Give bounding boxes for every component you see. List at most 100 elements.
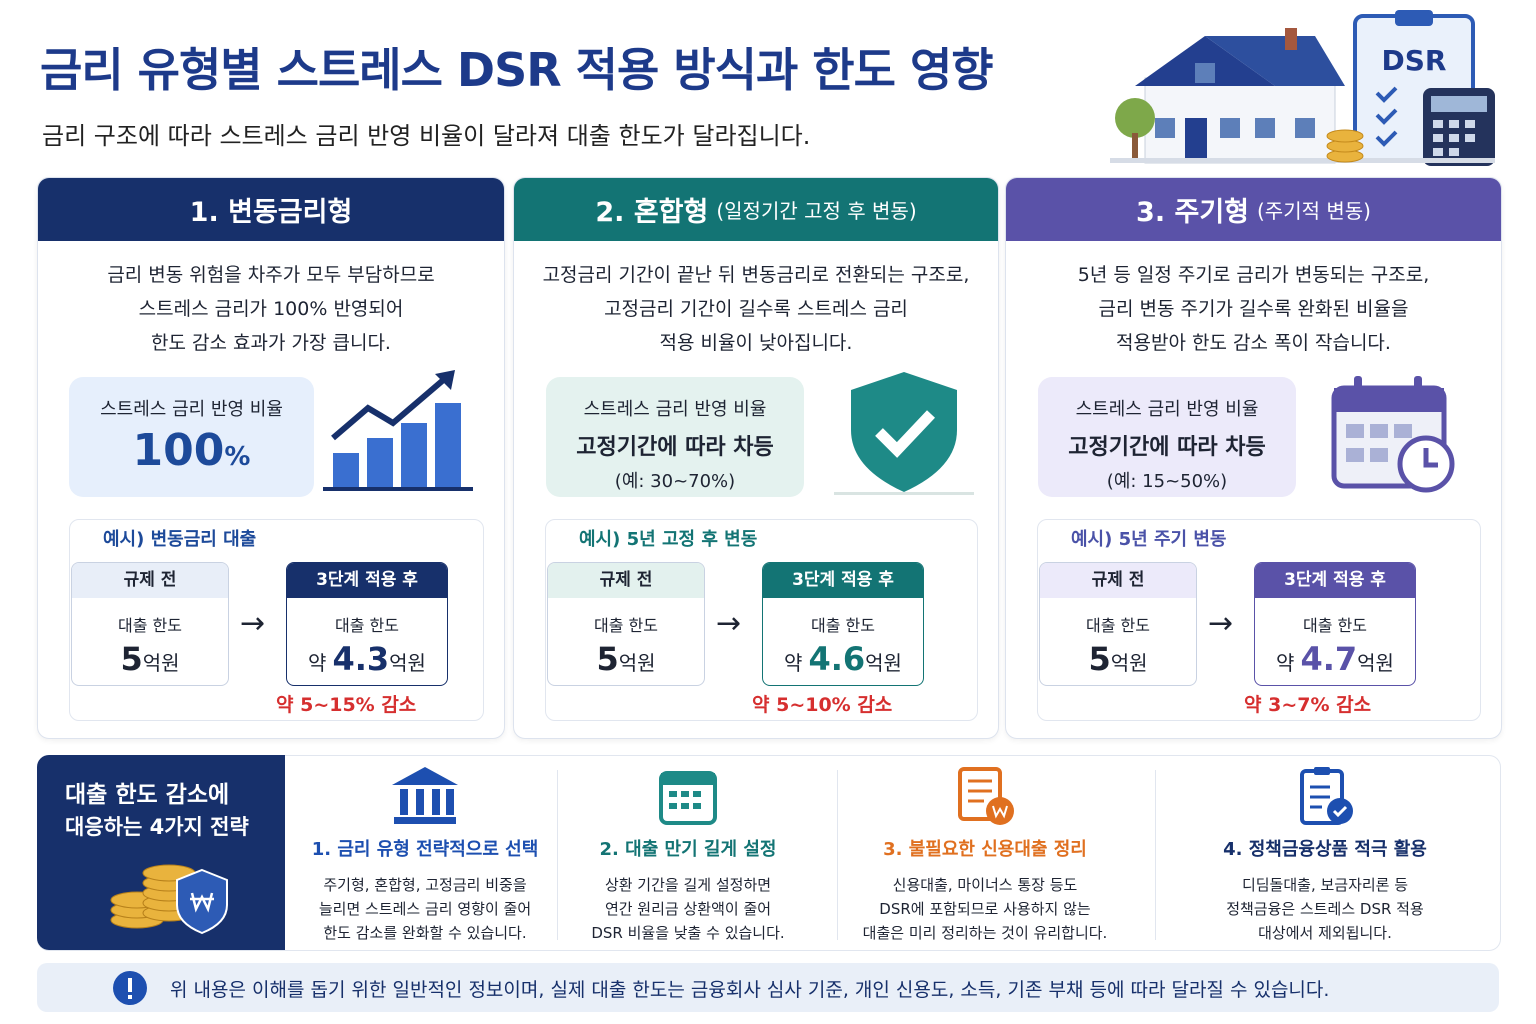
strategy-item-line: 신용대출, 마이너스 통장 등도 [892, 876, 1078, 894]
after-tag: 3단계 적용 후 [763, 563, 923, 598]
separator [1155, 770, 1156, 940]
strategy-item-line: DSR에 포함되므로 사용하지 않는 [879, 900, 1091, 918]
strategy-title: 대출 한도 감소에 [65, 782, 230, 808]
strategy-icon [835, 765, 1135, 827]
before-tag: 규제 전 [1040, 563, 1196, 598]
card-description: 5년 등 일정 주기로 금리가 변동되는 구조로, 금리 변동 주기가 길수록 완… [1006, 258, 1501, 360]
rate-label: 스트레스 금리 반영 비율 [100, 399, 283, 420]
strategy-item: 4. 정책금융상품 적극 활용 디딤돌대출, 보금자리론 등 정책금융은 스트레스 … [1175, 765, 1475, 945]
icon [392, 767, 458, 824]
icon [659, 771, 717, 825]
amount: 4.7 [1300, 640, 1358, 678]
strategy-item-line: 대출은 미리 정리하는 것이 유리합니다. [862, 924, 1108, 942]
prefix: 약 [308, 651, 327, 675]
after-label: 대출 한도 [335, 616, 399, 635]
unit: 억원 [618, 651, 656, 675]
illustration-label: DSR [1382, 44, 1447, 77]
rate-value: 고정기간에 따라 차등 [576, 435, 774, 460]
before-label: 대출 한도 [118, 616, 182, 635]
example-title: 예시) 5년 주기 변동 [1071, 529, 1227, 550]
description-line: 적용받아 한도 감소 폭이 작습니다. [1116, 332, 1391, 354]
icon [1300, 767, 1353, 825]
arrow: → [1208, 606, 1234, 641]
strategy-item-line: 디딤돌대출, 보금자리론 등 [1241, 876, 1409, 894]
after-tag: 3단계 적용 후 [1255, 563, 1415, 598]
strategy-icon [275, 765, 575, 827]
after-label: 대출 한도 [811, 616, 875, 635]
description-line: 적용 비율이 낮아집니다. [659, 332, 853, 354]
strategy-item-line: 정책금융은 스트레스 DSR 적용 [1226, 900, 1424, 918]
strategy-item-line: 늘리면 스트레스 금리 영향이 줄어 [318, 900, 532, 918]
change: 약 5~10% 감소 [752, 694, 893, 716]
description-line: 금리 변동 위험을 차주가 모두 부담하므로 [107, 264, 435, 286]
amount: 4.3 [332, 640, 390, 678]
before-amount: 5억원 [1040, 640, 1196, 678]
card-title: 1. 변동금리형 [189, 197, 353, 228]
example-title: 예시) 5년 고정 후 변동 [579, 529, 758, 550]
amount: 4.6 [808, 640, 866, 678]
rate-value: 고정기간에 따라 차등 [1068, 435, 1266, 460]
after-amount: 약 4.3억원 [287, 640, 447, 678]
rate-icon [323, 368, 473, 497]
card: 2. 혼합형 (일정기간 고정 후 변동) 고정금리 기간이 끝난 뒤 변동금리로 … [513, 177, 999, 739]
strategy-heading-panel: 대출 한도 감소에 대응하는 4가지 전략 [37, 755, 285, 950]
strategy-item-title: 1. 금리 유형 전략적으로 선택 [311, 839, 539, 860]
notice-bar [37, 963, 1499, 1012]
strategy-item-line: 주기형, 혼합형, 고정금리 비중을 [323, 876, 527, 894]
card-header: 2. 혼합형 (일정기간 고정 후 변동) [514, 178, 998, 241]
card-description: 고정금리 기간이 끝난 뒤 변동금리로 전환되는 구조로, 고정금리 기간이 길수… [514, 258, 998, 360]
description-line: 고정금리 기간이 끝난 뒤 변동금리로 전환되는 구조로, [542, 264, 970, 286]
description-line: 금리 변동 주기가 길수록 완화된 비율을 [1098, 298, 1409, 320]
subtitle: 금리 구조에 따라 스트레스 금리 반영 비율이 달라져 대출 한도가 달라집니… [42, 122, 811, 150]
before-tag: 규제 전 [548, 563, 704, 598]
unit: 억원 [1110, 651, 1148, 675]
rate-note: (예: 30~70%) [614, 471, 736, 492]
card-subtitle: (일정기간 고정 후 변동) [716, 199, 917, 223]
unit: 억원 [389, 651, 426, 675]
notice-text: 위 내용은 이해를 돕기 위한 일반적인 정보이며, 실제 대출 한도는 금융회… [170, 979, 1330, 1001]
before-tag: 규제 전 [72, 563, 228, 598]
change: 약 3~7% 감소 [1244, 694, 1372, 716]
strategy-item: 3. 불필요한 신용대출 정리 신용대출, 마이너스 통장 등도 DSR에 포함되므… [835, 765, 1135, 945]
strategy-item-line: 상환 기간을 길게 설정하면 [604, 876, 772, 894]
unit: 억원 [865, 651, 902, 675]
arrow: → [240, 606, 266, 641]
arrow: → [716, 606, 742, 641]
strategy-item-line: DSR 비율을 낮출 수 있습니다. [591, 924, 785, 942]
rate-unit: % [224, 442, 251, 472]
strategy-title: 대응하는 4가지 전략 [65, 815, 249, 839]
description-line: 한도 감소 효과가 가장 큽니다. [151, 332, 391, 354]
example-frame [69, 519, 484, 721]
description-line: 5년 등 일정 주기로 금리가 변동되는 구조로, [1077, 264, 1430, 286]
rate-box: 스트레스 금리 반영 비율 고정기간에 따라 차등 (예: 15~50%) [1038, 377, 1296, 497]
rate-number: 100 [132, 425, 225, 476]
amount: 5 [596, 640, 619, 678]
card-subtitle: (주기적 변동) [1257, 199, 1371, 223]
rate-box: 스트레스 금리 반영 비율 100% [69, 377, 314, 497]
rate-icon [1324, 368, 1464, 497]
example-frame [1037, 519, 1481, 721]
icon [1331, 376, 1455, 493]
after-amount: 약 4.7억원 [1255, 640, 1415, 678]
rate-value: 100% [69, 425, 314, 476]
prefix: 약 [1276, 651, 1295, 675]
unit: 억원 [142, 651, 180, 675]
before-box: 규제 전 대출 한도 5억원 [547, 562, 705, 686]
strategy-item-title: 2. 대출 만기 길게 설정 [599, 839, 777, 860]
after-label: 대출 한도 [1303, 616, 1367, 635]
card-title: 3. 주기형 [1136, 197, 1249, 228]
separator [556, 770, 558, 940]
before-label: 대출 한도 [1086, 616, 1150, 635]
prefix: 약 [784, 651, 803, 675]
before-amount: 5억원 [548, 640, 704, 678]
amount: 5 [120, 640, 143, 678]
strategy-icon [1175, 765, 1475, 827]
title: 금리 유형별 스트레스 DSR 적용 방식과 한도 영향 [40, 43, 994, 97]
card-header: 3. 주기형 (주기적 변동) [1006, 178, 1501, 241]
after-amount: 약 4.6억원 [763, 640, 923, 678]
separator [836, 770, 838, 940]
